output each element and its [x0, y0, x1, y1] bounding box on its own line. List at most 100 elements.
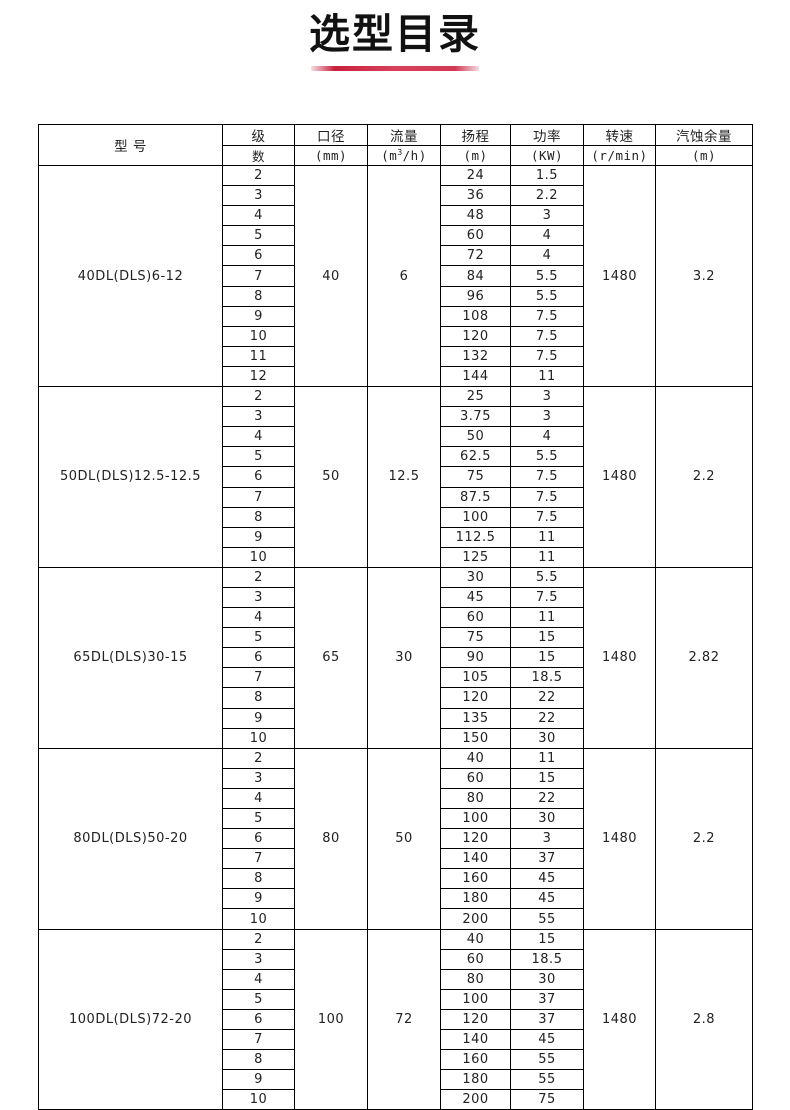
cell-stage-count: 2 — [222, 747, 295, 769]
table-row: 7 105 18.5 — [39, 667, 753, 689]
table-row: 5 100 30 — [39, 807, 753, 830]
cell-head: 140 — [440, 1029, 511, 1051]
table-row: 3 60 18.5 — [39, 948, 753, 970]
cell-model: 50DL(DLS)12.5-12.5 — [38, 386, 223, 568]
cell-stage-count: 10 — [222, 727, 295, 749]
cell-power: 18.5 — [510, 667, 584, 689]
column-header-flow: 流量 — [367, 124, 441, 146]
cell-power: 15 — [510, 928, 584, 950]
cell-stage-count: 7 — [222, 1029, 295, 1051]
cell-head: 120 — [440, 325, 511, 347]
cell-power: 18.5 — [510, 948, 584, 970]
cell-stage-count: 3 — [222, 586, 295, 609]
cell-stage-count: 12 — [222, 365, 295, 388]
cell-power: 22 — [510, 787, 584, 810]
cell-bore: 50 — [294, 386, 368, 568]
cell-power: 37 — [510, 988, 584, 1010]
table-row: 5 75 15 — [39, 627, 753, 649]
cell-stage-count: 6 — [222, 647, 295, 669]
cell-head: 140 — [440, 848, 511, 870]
cell-power: 7.5 — [510, 486, 584, 508]
cell-stage-count: 10 — [222, 325, 295, 347]
cell-head: 36 — [440, 185, 511, 207]
cell-speed: 1480 — [583, 164, 656, 388]
cell-stage-count: 2 — [222, 928, 295, 950]
cell-head: 80 — [440, 787, 511, 810]
cell-stage-count: 6 — [222, 466, 295, 488]
header-row-primary: 型 号 级 口径 流量 扬程 功率 转速 汽蚀余量 — [38, 124, 753, 166]
cell-head: 25 — [440, 386, 511, 408]
column-header-head: 扬程 — [440, 124, 511, 146]
flow-unit-tail: /h) — [402, 148, 427, 164]
flow-unit-exponent: 3 — [397, 147, 403, 157]
cell-flow: 6 — [367, 164, 441, 388]
table-row: 100DL(DLS)72-20 2 100 72 40 15 1480 2.8 — [38, 928, 753, 1110]
cell-model: 80DL(DLS)50-20 — [38, 747, 223, 930]
cell-power: 3 — [510, 406, 584, 428]
cell-head: 96 — [440, 285, 511, 307]
cell-power: 2.2 — [510, 185, 584, 207]
cell-stage-count: 5 — [222, 225, 295, 247]
cell-flow: 72 — [367, 928, 441, 1110]
cell-head: 100 — [440, 988, 511, 1010]
table-row: 65DL(DLS)30-15 2 65 30 30 5.5 1480 2.82 — [38, 566, 753, 749]
cell-head: 48 — [440, 205, 511, 227]
cell-stage-count: 8 — [222, 868, 295, 890]
table-row: 8 96 5.5 — [39, 285, 753, 307]
cell-head: 60 — [440, 607, 511, 629]
cell-power: 7.5 — [510, 305, 584, 327]
cell-stage-count: 5 — [222, 988, 295, 1010]
cell-power: 5.5 — [510, 446, 584, 468]
cell-power: 7.5 — [510, 325, 584, 347]
cell-stage-count: 2 — [222, 566, 295, 588]
cell-power: 22 — [510, 687, 584, 709]
cell-head: 112.5 — [440, 526, 511, 548]
page-header: 选型目录 — [0, 0, 790, 71]
cell-npsh: 2.2 — [655, 386, 753, 568]
cell-head: 72 — [440, 245, 511, 267]
cell-stage-count: 10 — [222, 1089, 295, 1110]
cell-stage-count: 4 — [222, 607, 295, 629]
cell-power: 7.5 — [510, 586, 584, 609]
cell-model: 100DL(DLS)72-20 — [38, 928, 223, 1110]
cell-head: 87.5 — [440, 486, 511, 508]
table-row: 6 120 37 — [39, 1008, 753, 1031]
cell-power: 5.5 — [510, 566, 584, 588]
cell-power: 45 — [510, 888, 584, 910]
cell-bore: 80 — [294, 747, 368, 930]
cell-head: 100 — [440, 506, 511, 528]
cell-power: 55 — [510, 1069, 584, 1091]
cell-stage-count: 9 — [222, 888, 295, 910]
cell-head: 75 — [440, 627, 511, 649]
cell-power: 30 — [510, 968, 584, 990]
cell-stage-count: 6 — [222, 245, 295, 267]
cell-head: 84 — [440, 265, 511, 287]
cell-power: 3 — [510, 386, 584, 408]
column-unit-speed: (r/min) — [583, 145, 656, 166]
cell-stage-count: 7 — [222, 667, 295, 689]
cell-head: 62.5 — [440, 446, 511, 468]
table-row: 3 3.75 3 — [39, 406, 753, 428]
table-row: 8 100 7.5 — [39, 506, 753, 528]
cell-power: 5.5 — [510, 285, 584, 307]
cell-stage-count: 2 — [222, 386, 295, 408]
cell-power: 4 — [510, 245, 584, 267]
column-unit-power: (KW) — [510, 145, 584, 166]
cell-head: 75 — [440, 466, 511, 488]
cell-power: 45 — [510, 868, 584, 890]
cell-stage-count: 4 — [222, 787, 295, 810]
cell-head: 30 — [440, 566, 511, 588]
cell-flow: 50 — [367, 747, 441, 930]
table-row: 6 72 4 — [39, 245, 753, 267]
column-header-model: 型 号 — [38, 124, 223, 166]
cell-flow: 30 — [367, 566, 441, 749]
table-row: 7 140 37 — [39, 848, 753, 870]
cell-flow: 12.5 — [367, 386, 441, 568]
cell-stage-count: 10 — [222, 546, 295, 568]
cell-stage-count: 9 — [222, 305, 295, 327]
cell-stage-count: 3 — [222, 948, 295, 970]
cell-stage-count: 8 — [222, 1049, 295, 1071]
cell-head: 200 — [440, 908, 511, 930]
cell-head: 120 — [440, 828, 511, 850]
cell-stage-count: 3 — [222, 406, 295, 428]
